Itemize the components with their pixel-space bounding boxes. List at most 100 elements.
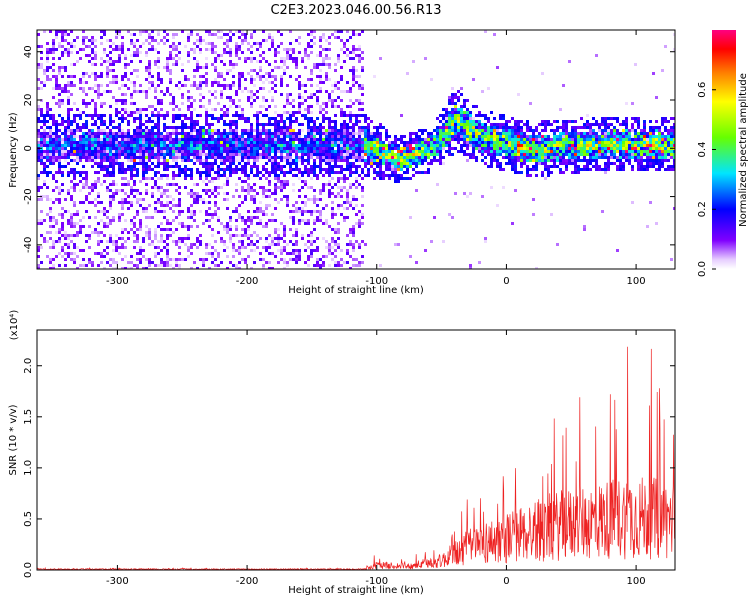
heatmap-cell bbox=[511, 165, 514, 168]
heatmap-cell bbox=[157, 60, 160, 63]
heatmap-cell bbox=[139, 249, 142, 252]
heatmap-cell bbox=[274, 171, 277, 174]
heatmap-cell bbox=[334, 213, 337, 216]
heatmap-cell bbox=[73, 234, 76, 237]
heatmap-cell bbox=[274, 144, 277, 147]
heatmap-cell bbox=[151, 126, 154, 129]
heatmap-cell bbox=[148, 75, 151, 78]
heatmap-cell bbox=[256, 207, 259, 210]
heatmap-cell bbox=[112, 48, 115, 51]
heatmap-cell bbox=[139, 138, 142, 141]
heatmap-cell bbox=[349, 186, 352, 189]
heatmap-cell bbox=[535, 267, 538, 269]
heatmap-cell bbox=[271, 156, 274, 159]
heatmap-cell bbox=[100, 75, 103, 78]
heatmap-cell bbox=[355, 186, 358, 189]
heatmap-cell bbox=[547, 174, 550, 177]
heatmap-cell bbox=[325, 171, 328, 174]
heatmap-cell bbox=[334, 231, 337, 234]
heatmap-cell bbox=[109, 171, 112, 174]
heatmap-cell bbox=[508, 147, 511, 150]
heatmap-cell bbox=[526, 153, 529, 156]
heatmap-cell bbox=[574, 162, 577, 165]
heatmap-cell bbox=[208, 129, 211, 132]
heatmap-cell bbox=[286, 51, 289, 54]
heatmap-cell bbox=[214, 195, 217, 198]
heatmap-cell bbox=[571, 120, 574, 123]
heatmap-cell bbox=[298, 138, 301, 141]
heatmap-cell bbox=[541, 171, 544, 174]
heatmap-cell bbox=[325, 102, 328, 105]
heatmap-cell bbox=[100, 129, 103, 132]
heatmap-cell bbox=[268, 81, 271, 84]
heatmap-cell bbox=[136, 111, 139, 114]
heatmap-cell bbox=[535, 150, 538, 153]
heatmap-cell bbox=[166, 234, 169, 237]
heatmap-cell bbox=[322, 114, 325, 117]
heatmap-cell bbox=[331, 168, 334, 171]
heatmap-cell bbox=[169, 234, 172, 237]
heatmap-cell bbox=[145, 192, 148, 195]
heatmap-cell bbox=[280, 180, 283, 183]
heatmap-cell bbox=[211, 123, 214, 126]
heatmap-cell bbox=[493, 159, 496, 162]
heatmap-cell bbox=[121, 132, 124, 135]
heatmap-cell bbox=[328, 249, 331, 252]
heatmap-cell bbox=[217, 57, 220, 60]
heatmap-cell bbox=[67, 150, 70, 153]
heatmap-cell bbox=[208, 213, 211, 216]
heatmap-cell bbox=[172, 48, 175, 51]
heatmap-cell bbox=[541, 135, 544, 138]
heatmap-cell bbox=[211, 150, 214, 153]
heatmap-cell bbox=[247, 129, 250, 132]
heatmap-cell bbox=[151, 129, 154, 132]
heatmap-cell bbox=[175, 159, 178, 162]
heatmap-cell bbox=[217, 174, 220, 177]
heatmap-cell bbox=[505, 135, 508, 138]
heatmap-cell bbox=[154, 153, 157, 156]
heatmap-cell bbox=[124, 117, 127, 120]
heatmap-cell bbox=[97, 141, 100, 144]
heatmap-cell bbox=[253, 156, 256, 159]
heatmap-cell bbox=[130, 255, 133, 258]
heatmap-cell bbox=[277, 177, 280, 180]
heatmap-cell bbox=[460, 114, 463, 117]
heatmap-cell bbox=[463, 102, 466, 105]
heatmap-cell bbox=[238, 249, 241, 252]
heatmap-cell bbox=[286, 252, 289, 255]
heatmap-cell bbox=[271, 138, 274, 141]
heatmap-cell bbox=[148, 234, 151, 237]
heatmap-cell bbox=[61, 87, 64, 90]
heatmap-cell bbox=[283, 261, 286, 264]
heatmap-cell bbox=[313, 141, 316, 144]
heatmap-cell bbox=[235, 189, 238, 192]
heatmap-cell bbox=[271, 159, 274, 162]
heatmap-cell bbox=[244, 231, 247, 234]
heatmap-cell bbox=[358, 264, 361, 267]
heatmap-cell bbox=[295, 168, 298, 171]
heatmap-cell bbox=[256, 48, 259, 51]
heatmap-cell bbox=[67, 75, 70, 78]
heatmap-cell bbox=[214, 159, 217, 162]
heatmap-cell bbox=[298, 195, 301, 198]
heatmap-cell bbox=[160, 177, 163, 180]
heatmap-cell bbox=[472, 120, 475, 123]
heatmap-cell bbox=[115, 246, 118, 249]
heatmap-cell bbox=[472, 129, 475, 132]
heatmap-cell bbox=[205, 189, 208, 192]
heatmap-cell bbox=[376, 174, 379, 177]
heatmap-cell bbox=[274, 174, 277, 177]
heatmap-cell bbox=[544, 138, 547, 141]
heatmap-cell bbox=[544, 135, 547, 138]
heatmap-cell bbox=[193, 213, 196, 216]
heatmap-cell bbox=[460, 150, 463, 153]
heatmap-cell bbox=[253, 216, 256, 219]
heatmap-cell bbox=[127, 114, 130, 117]
heatmap-cell bbox=[67, 51, 70, 54]
heatmap-cell bbox=[412, 132, 415, 135]
heatmap-cell bbox=[112, 69, 115, 72]
heatmap-cell bbox=[160, 240, 163, 243]
heatmap-cell bbox=[325, 246, 328, 249]
heatmap-cell bbox=[283, 72, 286, 75]
heatmap-cell bbox=[418, 144, 421, 147]
